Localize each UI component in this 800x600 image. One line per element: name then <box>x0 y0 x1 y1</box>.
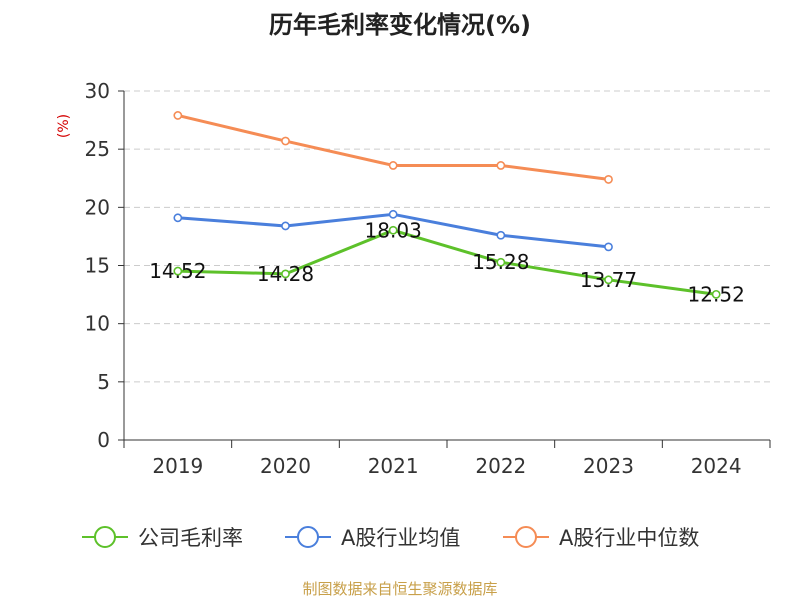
data-label: 14.52 <box>149 259 206 283</box>
data-label: 13.77 <box>580 268 637 292</box>
data-point <box>173 266 183 276</box>
chart-title: 历年毛利率变化情况(%) <box>269 11 531 39</box>
legend-label: 公司毛利率 <box>138 526 243 550</box>
data-label: 15.28 <box>472 250 529 274</box>
y-axis-unit-label: (%) <box>56 114 72 138</box>
legend-marker <box>94 526 116 548</box>
data-point <box>388 161 398 170</box>
data-label: 18.03 <box>365 218 422 242</box>
data-label: 14.28 <box>257 262 314 286</box>
data-point <box>604 275 613 285</box>
y-tick-label: 30 <box>85 79 110 103</box>
gridlines <box>124 90 770 383</box>
legend-label: A股行业均值 <box>341 526 460 550</box>
legend: 公司毛利率 A股行业均值 A股行业中位数 <box>82 526 699 550</box>
y-tick-label: 25 <box>85 137 110 161</box>
y-tick-label: 5 <box>97 370 110 394</box>
data-point <box>604 242 613 252</box>
source-note: 制图数据来自恒生聚源数据库 <box>302 580 497 598</box>
data-point <box>604 175 613 184</box>
series-line <box>177 228 717 296</box>
x-tick-label: 2021 <box>368 454 419 478</box>
data-point <box>281 136 290 146</box>
x-tick-label: 2022 <box>475 454 526 478</box>
data-point <box>281 221 290 231</box>
data-point <box>281 269 290 279</box>
data-point <box>496 230 506 240</box>
x-tick-label: 2023 <box>583 454 634 478</box>
data-point <box>711 289 721 299</box>
data-label: 12.52 <box>688 282 745 306</box>
y-tick-label: 20 <box>85 195 110 219</box>
legend-label: A股行业中位数 <box>559 526 699 550</box>
data-point <box>496 257 506 267</box>
data-point <box>388 225 398 235</box>
x-tick-label: 2019 <box>152 454 203 478</box>
legend-marker <box>515 526 537 548</box>
data-point <box>388 209 398 219</box>
data-point <box>496 161 506 170</box>
series-layer <box>173 111 721 299</box>
y-tick-label: 10 <box>85 312 110 336</box>
y-tick-label: 0 <box>97 428 110 452</box>
x-tick-label: 2020 <box>260 454 311 478</box>
data-point <box>173 111 183 120</box>
data-point <box>173 213 183 223</box>
legend-marker <box>297 526 319 548</box>
data-labels: 14.52 14.28 18.03 15.28 13.77 12.52 <box>149 218 745 306</box>
axes: 0 5 10 15 20 25 30 2019 2020 2021 2022 2023 2024 <box>85 79 771 478</box>
y-tick-label: 15 <box>85 254 110 278</box>
x-tick-label: 2024 <box>691 454 742 478</box>
